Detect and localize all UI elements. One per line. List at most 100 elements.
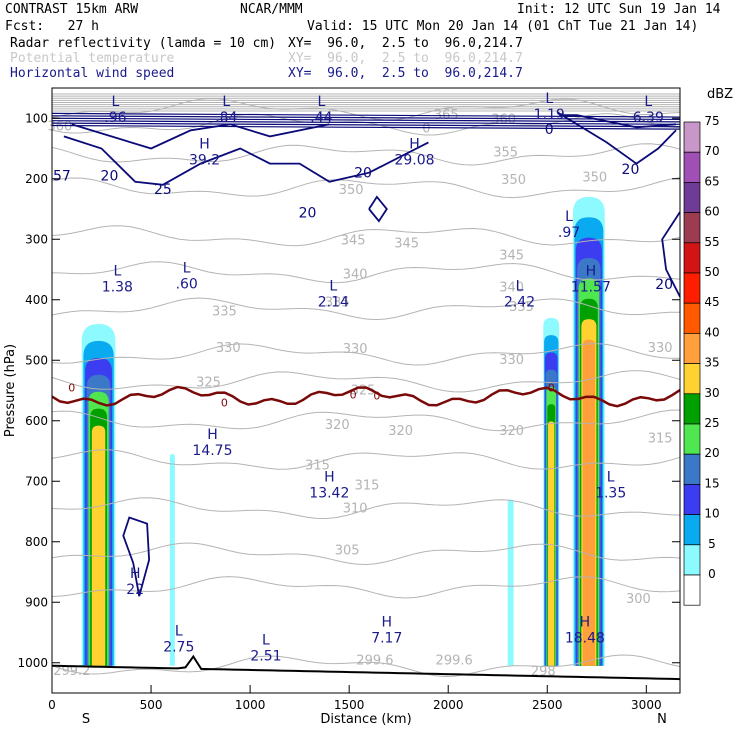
reflectivity-band [91,425,106,666]
theta-contour-line [51,497,681,520]
theta-contour-label: 335 [509,300,534,315]
extremum-value: 39.2 [189,153,220,169]
extremum-value: 2.14 [318,295,349,311]
colorbar-level-label: 5 [708,537,716,551]
theta-contour-label: 315 [355,478,380,493]
y-tick-label: 300 [25,232,48,246]
theta-contour-line [51,576,681,599]
zero-line-label: 0 [68,381,75,394]
x-end-label-s: S [82,712,90,727]
theta-contour-label: 299.6 [356,654,393,669]
field-theta-xy: XY= 96.0, 2.5 to 96.0,214.7 [288,51,523,66]
theta-contour-label: 299.2 [53,664,90,679]
colorbar-level-label: 50 [704,265,719,279]
wind-contours: 20 25 57 20 20 20 20 0 [51,111,681,597]
reflectivity-band [582,339,596,666]
extremum-value: 14.75 [192,443,232,459]
extremum-type: H [130,566,141,582]
theta-contour-label: 340 [499,280,524,295]
extremum-type: L [113,264,121,280]
x-end-label-n: N [657,712,667,727]
y-tick-label: 800 [25,535,48,549]
theta-contour-label: 320 [499,424,524,439]
y-tick-label: 1000 [17,656,48,670]
theta-contour-label: 355 [493,146,518,161]
extremum-type: L [222,94,230,110]
theta-contour-label: 345 [341,233,366,248]
valid-time: Valid: 15 UTC Mon 20 Jan 14 (01 ChT Tue … [307,19,699,34]
wind-contour-line [122,516,151,597]
colorbar-swatch [683,544,701,576]
y-tick-label: 900 [25,595,48,609]
theta-contour-line [51,449,681,470]
colorbar-level-label: 15 [704,476,719,490]
theta-contour-label: 0 [422,121,430,136]
field-wind-name: Horizontal wind speed [10,66,175,81]
zero-line-label: 0 [373,389,380,402]
x-tick-label: 0 [48,698,56,712]
colorbar-swatch [683,121,701,153]
x-tick-label: 3000 [631,698,662,712]
organization: NCAR/MMM [240,2,303,17]
theta-contour-label: 360 [491,112,516,127]
init-time: Init: 12 UTC Sun 19 Jan 14 [517,2,721,17]
colorbar-swatch [683,574,701,606]
y-tick-label: 100 [25,111,48,125]
extremum-value: .44 [310,110,332,126]
theta-contour-label: 310 [343,501,368,516]
extremum-type: H [580,615,591,631]
theta-contour-label: 315 [648,432,673,447]
theta-contour-line [51,370,681,393]
extremum-type: H [382,615,393,631]
wind-contour-label: 0 [545,122,554,138]
reflectivity-band [169,454,175,666]
theta-contour-label: 299.6 [436,654,473,669]
wind-contour-line [71,123,330,150]
theta-contour-label: 320 [388,424,413,439]
wind-contour-label: 20 [655,277,673,293]
wind-contour-line [51,122,681,128]
theta-contour-label: 335 [212,305,237,320]
extremum-type: L [183,261,191,277]
theta-contour-line [51,409,681,432]
wind-contour-label: 20 [299,206,317,222]
extremum-value: 1.35 [595,485,626,501]
theta-contour-line [51,654,681,678]
extremum-value: 1.38 [102,280,133,296]
theta-contour-label: 350 [501,173,526,188]
theta-contour-line [51,261,681,284]
colorbar-unit: dBZ [707,87,733,102]
extremum-type: L [516,279,524,295]
theta-contour-label: 320 [325,418,350,433]
extremum-value: 1.19 [534,107,565,123]
extremum-value: .84 [215,110,237,126]
wind-contour-label: 20 [622,162,640,178]
wind-contour-line [51,120,681,125]
colorbar-swatch [683,514,701,546]
colorbar-swatch [683,484,701,515]
extremum-type: L [607,469,615,485]
field-wind-xy: XY= 96.0, 2.5 to 96.0,214.7 [288,66,523,81]
theta-contour-label: 350 [582,170,607,185]
extremum-value: 11.57 [571,280,611,296]
extremum-value: 29.08 [394,153,434,169]
x-tick-label: 1500 [334,698,365,712]
extremum-value: .60 [176,277,198,293]
theta-contour-label: 335 [325,296,350,311]
colorbar-swatch [683,333,701,364]
x-tick-label: 500 [140,698,163,712]
extremum-value: 7.17 [371,631,402,647]
theta-contour-line [51,225,681,247]
colorbar-swatch [683,182,701,213]
colorbar-swatch [683,363,701,395]
extremum-type: L [565,209,573,225]
field-theta-name: Potential temperature [10,51,175,66]
x-tick-label: 2000 [433,698,464,712]
colorbar-level-label: 70 [704,144,719,158]
extremum-type: L [318,94,326,110]
theta-contour-label: 345 [394,236,419,251]
extremum-type: L [262,633,270,649]
y-tick-label: 600 [25,414,48,428]
colorbar-level-label: 20 [704,446,719,460]
